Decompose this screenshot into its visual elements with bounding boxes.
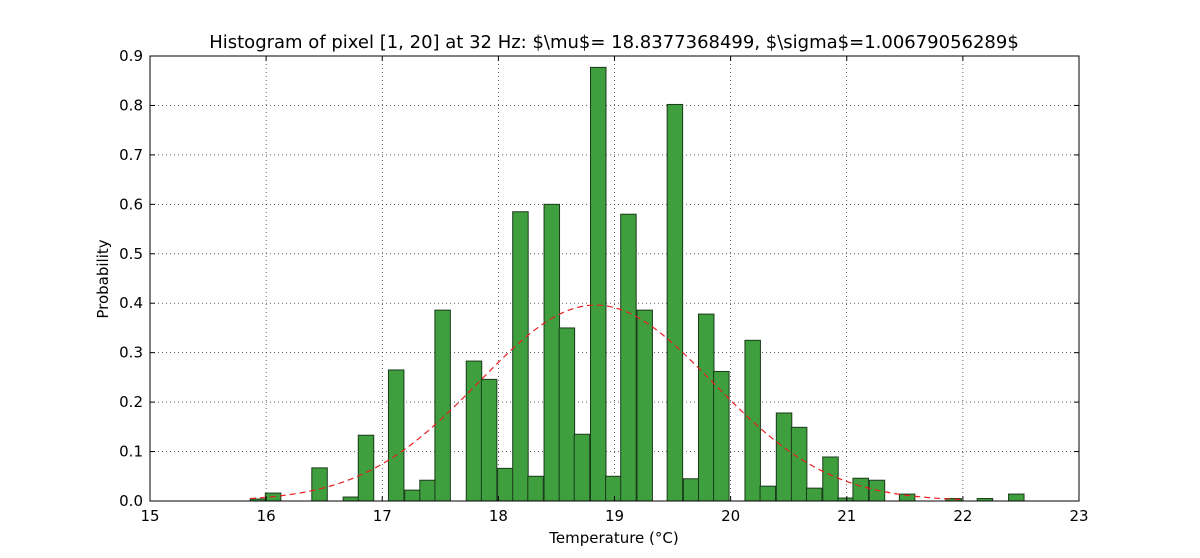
histogram-bars — [249, 66, 1025, 502]
y-tick-label: 0.7 — [119, 146, 143, 164]
histogram-bar — [775, 412, 793, 502]
x-tick-label: 20 — [721, 507, 740, 525]
histogram-bar — [744, 339, 761, 502]
plot-background — [150, 56, 1079, 501]
histogram-bar — [404, 489, 421, 502]
histogram-bar — [605, 475, 622, 502]
x-tick-label: 22 — [953, 507, 972, 525]
histogram-bar — [852, 477, 869, 502]
y-tick-label: 0.6 — [119, 195, 143, 213]
histogram-bar — [620, 213, 637, 502]
histogram-bar — [497, 467, 514, 502]
x-tick-label: 18 — [489, 507, 508, 525]
y-tick-label: 0.8 — [119, 96, 143, 114]
histogram-bar — [527, 475, 544, 502]
histogram-bar — [573, 433, 591, 502]
histogram-bar — [342, 496, 360, 502]
histogram-bar — [434, 309, 451, 502]
y-tick-label: 0.5 — [119, 245, 143, 263]
x-tick-label: 17 — [373, 507, 392, 525]
x-tick-label: 21 — [837, 507, 856, 525]
histogram-bar — [697, 313, 715, 502]
histogram-bar — [590, 66, 607, 502]
y-tick-label: 0.1 — [119, 443, 143, 461]
histogram-bar — [512, 211, 529, 502]
axis-ticks: 15 16 17 18 19 20 21 22 23 0.0 0.1 0.2 0.3 0.4 0.5 0.6 0… — [119, 47, 1088, 525]
histogram-bar — [387, 369, 405, 502]
histogram-bar — [311, 467, 328, 502]
histogram-bar — [419, 479, 436, 502]
histogram-bar — [357, 434, 375, 502]
x-tick-label: 23 — [1069, 507, 1088, 525]
histogram-bar — [1008, 493, 1025, 502]
y-tick-label: 0.2 — [119, 393, 143, 411]
histogram-bar — [822, 456, 839, 502]
normal-fit-curve — [249, 304, 963, 501]
y-tick-label: 0.4 — [119, 294, 143, 312]
y-tick-label: 0.9 — [119, 47, 143, 65]
chart-title: Histogram of pixel [1, 20] at 32 Hz: $\m… — [209, 32, 1019, 53]
x-tick-label: 15 — [140, 507, 159, 525]
y-tick-label: 0.0 — [119, 492, 143, 510]
histogram-bar — [543, 203, 561, 502]
y-tick-label: 0.3 — [119, 344, 143, 362]
histogram-bar — [790, 426, 808, 502]
histogram-bar — [558, 327, 576, 502]
y-axis-label: Probability — [94, 239, 112, 318]
x-axis-label: Temperature (°C) — [548, 529, 678, 547]
histogram-bar — [759, 485, 777, 502]
x-tick-label: 16 — [257, 507, 276, 525]
histogram-bar — [682, 478, 700, 502]
histogram-bar — [480, 378, 498, 502]
histogram-bar — [666, 103, 684, 502]
histogram-bar — [805, 487, 823, 502]
grid-lines — [150, 56, 1079, 501]
x-tick-label: 19 — [605, 507, 624, 525]
histogram-bar — [636, 309, 653, 502]
